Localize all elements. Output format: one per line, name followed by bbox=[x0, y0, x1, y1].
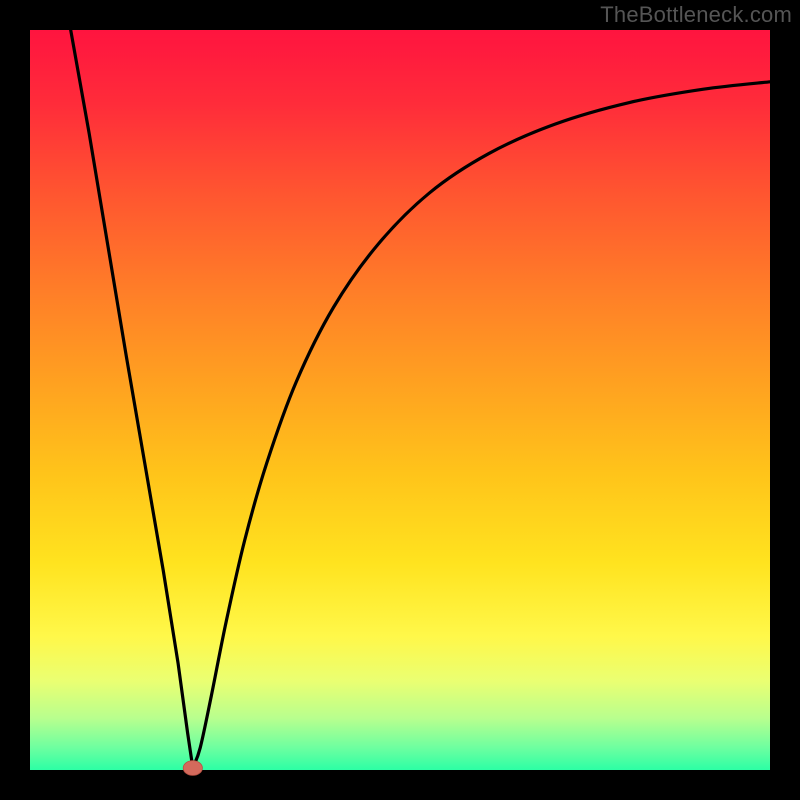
chart-background-gradient bbox=[30, 30, 770, 770]
bottleneck-chart bbox=[0, 0, 800, 800]
optimal-point-marker bbox=[183, 761, 202, 776]
chart-container: TheBottleneck.com bbox=[0, 0, 800, 800]
watermark-text: TheBottleneck.com bbox=[600, 2, 792, 28]
